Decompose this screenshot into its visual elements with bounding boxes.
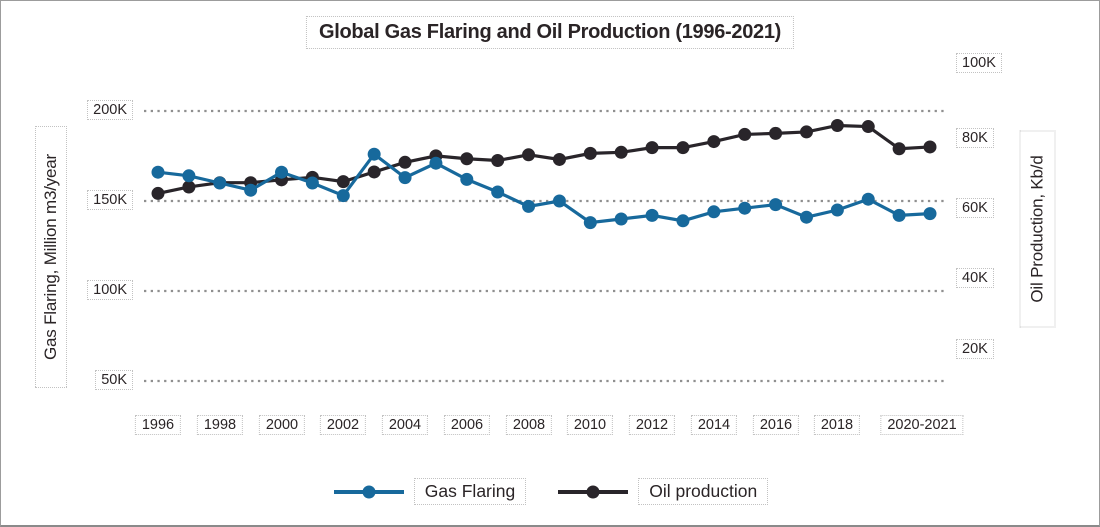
gas-flaring-point [182, 169, 196, 183]
gas-flaring-point [151, 165, 165, 179]
y-axis-tick-right: 60K [956, 198, 994, 218]
oil-production-point [491, 154, 505, 168]
gas-flaring-point [460, 172, 474, 186]
gas-flaring-point [213, 176, 227, 190]
gas-flaring-point [305, 176, 319, 190]
gas-flaring-point [645, 208, 659, 222]
legend-item-gas-flaring: Gas Flaring [332, 478, 527, 505]
x-axis-tick: 2004 [381, 415, 429, 435]
y-axis-tick-right: 100K [956, 53, 1002, 73]
legend-label-oil-production: Oil production [638, 478, 769, 505]
gas-flaring-point [583, 216, 597, 230]
oil-production-point [151, 186, 165, 200]
gas-flaring-point [861, 192, 875, 206]
y-axis-tick-right: 40K [956, 268, 994, 288]
oil-production-line [157, 123, 931, 195]
gas-flaring-point [552, 194, 566, 208]
oil-production-point [799, 125, 813, 139]
x-axis-tick: 2006 [443, 415, 491, 435]
x-axis-tick: 2014 [690, 415, 738, 435]
gas-flaring-point [923, 207, 937, 221]
oil-production-point [892, 142, 906, 156]
gas-flaring-point [707, 205, 721, 219]
oil-production-point [336, 175, 350, 189]
x-axis-tick: 2018 [813, 415, 861, 435]
gas-flaring-point [336, 189, 350, 203]
y-axis-tick-right: 80K [956, 128, 994, 148]
x-axis-tick: 2020-2021 [880, 415, 964, 435]
oil-production-point [398, 155, 412, 169]
oil-production-point [923, 140, 937, 154]
oil-production-point [769, 126, 783, 140]
gas-flaring-point [676, 214, 690, 228]
gas-flaring-point [275, 165, 289, 179]
chart-title: Global Gas Flaring and Oil Production (1… [305, 16, 795, 49]
x-axis-tick: 1996 [134, 415, 182, 435]
x-axis-tick: 2002 [319, 415, 367, 435]
gas-flaring-line [157, 151, 931, 225]
oil-production-point [367, 165, 381, 179]
legend: Gas Flaring Oil production [1, 478, 1099, 505]
oil-production-point [460, 152, 474, 166]
oil-production-point [676, 141, 690, 155]
x-axis-tick: 2016 [752, 415, 800, 435]
gas-flaring-point [614, 212, 628, 226]
oil-production-point [707, 135, 721, 149]
gas-flaring-point [244, 183, 258, 197]
y-axis-tick-left: 150K [87, 190, 133, 210]
oil-production-point [583, 146, 597, 160]
y-axis-tick-left: 200K [87, 100, 133, 120]
gas-flaring-point [892, 208, 906, 222]
oil-production-point [522, 148, 536, 162]
legend-item-oil-production: Oil production [556, 478, 769, 505]
legend-label-gas-flaring: Gas Flaring [413, 478, 527, 505]
gas-flaring-point [367, 147, 381, 161]
oil-production-line-icon [558, 485, 629, 498]
oil-production-point [645, 141, 659, 155]
gas-flaring-point [769, 198, 783, 212]
gas-flaring-point [491, 185, 505, 199]
oil-production-point [830, 118, 844, 132]
gas-flaring-point [398, 171, 412, 185]
gas-flaring-point [429, 156, 443, 170]
gas-flaring-point [830, 203, 844, 217]
oil-production-point [861, 120, 875, 134]
x-axis-tick: 2008 [505, 415, 553, 435]
x-axis-tick: 2010 [566, 415, 614, 435]
gas-flaring-point [522, 199, 536, 213]
gas-flaring-point [738, 201, 752, 215]
oil-production-point [738, 127, 752, 141]
x-axis-tick: 2012 [628, 415, 676, 435]
gas-flaring-line-icon [333, 485, 404, 498]
oil-production-point [552, 152, 566, 166]
y-axis-tick-left: 100K [87, 280, 133, 300]
oil-production-point [182, 180, 196, 194]
y-axis-tick-right: 20K [956, 339, 994, 359]
x-axis-tick: 1998 [196, 415, 244, 435]
oil-production-point [614, 145, 628, 159]
x-axis-tick: 2000 [258, 415, 306, 435]
gas-flaring-point [799, 210, 813, 224]
y-axis-tick-left: 50K [95, 370, 133, 390]
